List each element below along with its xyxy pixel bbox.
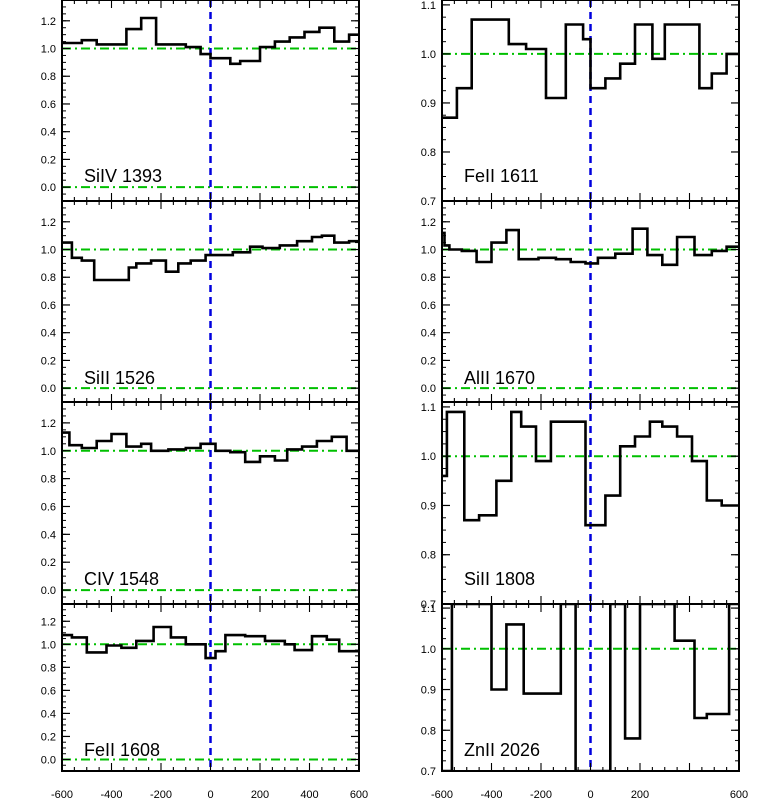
plot-area [442, 0, 739, 201]
plot-area [62, 402, 359, 604]
y-tick-label: 1.2 [41, 16, 56, 28]
panel-label: SiIV 1393 [84, 166, 162, 186]
y-tick-label: 0.7 [421, 766, 436, 778]
y-tick-label: 0.6 [41, 99, 56, 111]
y-tick-label: 1.0 [421, 49, 436, 61]
x-tick-label: -200 [150, 789, 172, 801]
y-tick-label: 1.2 [41, 616, 56, 628]
y-tick-label: 0.8 [41, 474, 56, 486]
y-tick-label: 1.0 [41, 44, 56, 56]
x-tick-label: 600 [350, 789, 368, 801]
flux-step-series [442, 410, 739, 527]
panel-siii-1526: 0.0 0.2 0.4 0.6 0.8 1.0 1.2 SiII 1526 [41, 200, 360, 403]
y-tick-label: 0.4 [41, 328, 56, 340]
y-tick-label: 1.2 [41, 217, 56, 229]
y-tick-label: 0.9 [421, 685, 436, 697]
y-tick-label: 0.2 [41, 355, 56, 367]
y-tick-label: 1.0 [421, 451, 436, 463]
y-tick-label: 0.7 [421, 196, 436, 208]
y-tick-label: 0.6 [421, 300, 436, 312]
flux-step-series [62, 16, 359, 66]
plot-area [62, 0, 359, 201]
panel-label: SiII 1526 [84, 368, 155, 388]
x-tick-label: 0 [207, 789, 213, 801]
y-tick-label: 0.7 [421, 599, 436, 611]
y-tick-label: 0.2 [421, 355, 436, 367]
panel-siii-1808: 0.7 0.8 0.9 1.0 1.1 SiII 1808 [421, 401, 740, 611]
y-tick-label: 0.4 [421, 328, 436, 340]
plot-area [62, 201, 359, 402]
y-tick-label: 0.0 [421, 383, 436, 395]
y-tick-label: 0.6 [41, 300, 56, 312]
x-tick-label: -200 [530, 789, 552, 801]
y-tick-label: 1.1 [421, 603, 436, 615]
plot-area [442, 402, 739, 604]
y-tick-label: 0.6 [41, 685, 56, 697]
panel-feii-1608: 0.0 0.2 0.4 0.6 0.8 1.0 1.2 -600 -400 -200 0 200 400… [41, 603, 368, 801]
panel-label: ZnII 2026 [464, 740, 540, 760]
y-tick-label: 1.1 [421, 0, 436, 12]
x-tick-label: -600 [431, 789, 453, 801]
y-tick-label: 0.0 [41, 383, 56, 395]
y-tick-label: 0.8 [41, 71, 56, 83]
panel-civ-1548: 0.0 0.2 0.4 0.6 0.8 1.0 1.2 CIV 1548 [41, 401, 360, 605]
flux-step-series [62, 431, 359, 464]
y-tick-label: 1.0 [41, 245, 56, 257]
y-tick-label: 1.1 [421, 402, 436, 414]
y-tick-label: 0.8 [421, 550, 436, 562]
panel-znii-2026: 0.7 0.8 0.9 1.0 1.1 -600 -400 -200 0 200 600 ZnII 2… [421, 603, 748, 801]
panel-alii-1670: 0.0 0.2 0.4 0.6 0.8 1.0 1.2 AlII 1670 [421, 200, 740, 403]
y-tick-label: 0.9 [421, 98, 436, 110]
x-tick-label: 600 [730, 789, 748, 801]
panel-label: CIV 1548 [84, 569, 159, 589]
y-tick-label: 0.2 [41, 154, 56, 166]
x-tick-label: 0 [587, 789, 593, 801]
x-tick-label: -400 [480, 789, 502, 801]
y-tick-label: 0.2 [41, 731, 56, 743]
y-tick-label: 0.8 [421, 147, 436, 159]
y-tick-label: 0.0 [41, 182, 56, 194]
x-tick-label: -400 [100, 789, 122, 801]
panel-label: SiII 1808 [464, 569, 535, 589]
flux-step-series [442, 18, 739, 119]
y-tick-label: 0.4 [41, 708, 56, 720]
panel-label: AlII 1670 [464, 368, 535, 388]
y-tick-label: 0.2 [41, 557, 56, 569]
plot-area [442, 604, 739, 771]
panel-siiv-1393: 0.0 0.2 0.4 0.6 0.8 1.0 1.2 SiIV 1393 [41, 0, 360, 202]
plot-area [62, 604, 359, 771]
y-tick-label: 1.0 [421, 245, 436, 257]
x-tick-label: 200 [251, 789, 269, 801]
y-tick-label: 0.9 [421, 500, 436, 512]
y-tick-label: 0.4 [41, 529, 56, 541]
panel-label: FeII 1608 [84, 740, 160, 760]
y-tick-label: 1.2 [421, 217, 436, 229]
flux-step-series [62, 234, 359, 282]
y-tick-label: 0.6 [41, 501, 56, 513]
flux-step-series [442, 604, 739, 771]
x-tick-label: -600 [51, 789, 73, 801]
panel-feii-1611: 0.7 0.8 0.9 1.0 1.1 FeII 1611 [421, 0, 740, 208]
y-tick-label: 0.8 [421, 725, 436, 737]
flux-step-series [442, 227, 739, 267]
plot-area [442, 201, 739, 402]
y-tick-label: 1.0 [41, 446, 56, 458]
y-tick-label: 0.0 [41, 754, 56, 766]
panel-label: FeII 1611 [464, 166, 539, 186]
x-tick-label: 200 [631, 789, 649, 801]
y-tick-label: 0.8 [421, 272, 436, 284]
x-tick-label: 400 [300, 789, 318, 801]
y-tick-label: 1.0 [421, 644, 436, 656]
y-tick-label: 0.8 [41, 662, 56, 674]
y-tick-label: 0.8 [41, 272, 56, 284]
y-tick-label: 0.4 [41, 127, 56, 139]
y-tick-label: 1.0 [41, 639, 56, 651]
y-tick-label: 0.0 [41, 585, 56, 597]
y-tick-label: 1.2 [41, 418, 56, 430]
flux-step-series [62, 625, 359, 660]
